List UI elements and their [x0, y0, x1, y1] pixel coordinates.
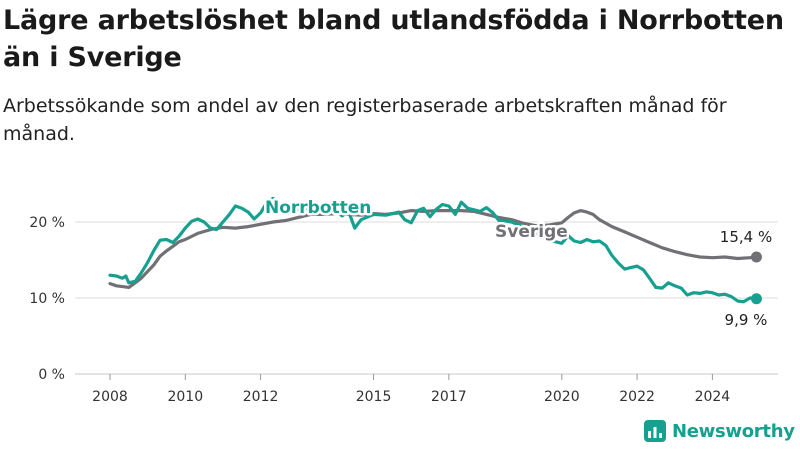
y-axis-ticks: 0 % 10 % 20 %: [29, 215, 65, 383]
chart-subtitle: Arbetssökande som andel av den registerb…: [3, 95, 727, 145]
chart-bars-icon: [644, 420, 666, 442]
end-value-label: 15,4 %: [720, 228, 772, 246]
x-tick-label: 2017: [431, 389, 467, 405]
chart-title: Lägre arbetslöshet bland utlandsfödda i …: [3, 5, 784, 73]
series-name-label: Norrbotten: [265, 198, 371, 218]
series-name-label: Sverige: [495, 222, 568, 242]
end-point-norrbotten: [750, 293, 762, 305]
x-tick-label: 2008: [92, 389, 128, 405]
newsworthy-logo: Newsworthy: [644, 420, 795, 442]
series-lines: [108, 196, 762, 305]
x-tick-label: 2010: [167, 389, 203, 405]
end-point-sverige: [750, 251, 762, 263]
grid-lines: [75, 221, 778, 375]
x-tick-label: 2022: [619, 389, 655, 405]
y-tick-label: 0 %: [38, 367, 65, 383]
x-axis-ticks: 2008 2010 2012 2015 2017 2020 2022 2024: [92, 374, 730, 405]
brand-name: Newsworthy: [672, 420, 795, 442]
x-tick-label: 2024: [695, 389, 731, 405]
y-tick-label: 20 %: [29, 215, 65, 231]
end-value-label: 9,9 %: [725, 311, 768, 329]
x-tick-label: 2015: [356, 389, 392, 405]
series-labels: Norrbotten Sverige 15,4 % 9,9 %: [263, 196, 775, 332]
x-tick-label: 2012: [243, 389, 279, 405]
y-tick-label: 10 %: [29, 291, 65, 307]
series-line-norrbotten: [108, 196, 759, 304]
x-tick-label: 2020: [544, 389, 580, 405]
